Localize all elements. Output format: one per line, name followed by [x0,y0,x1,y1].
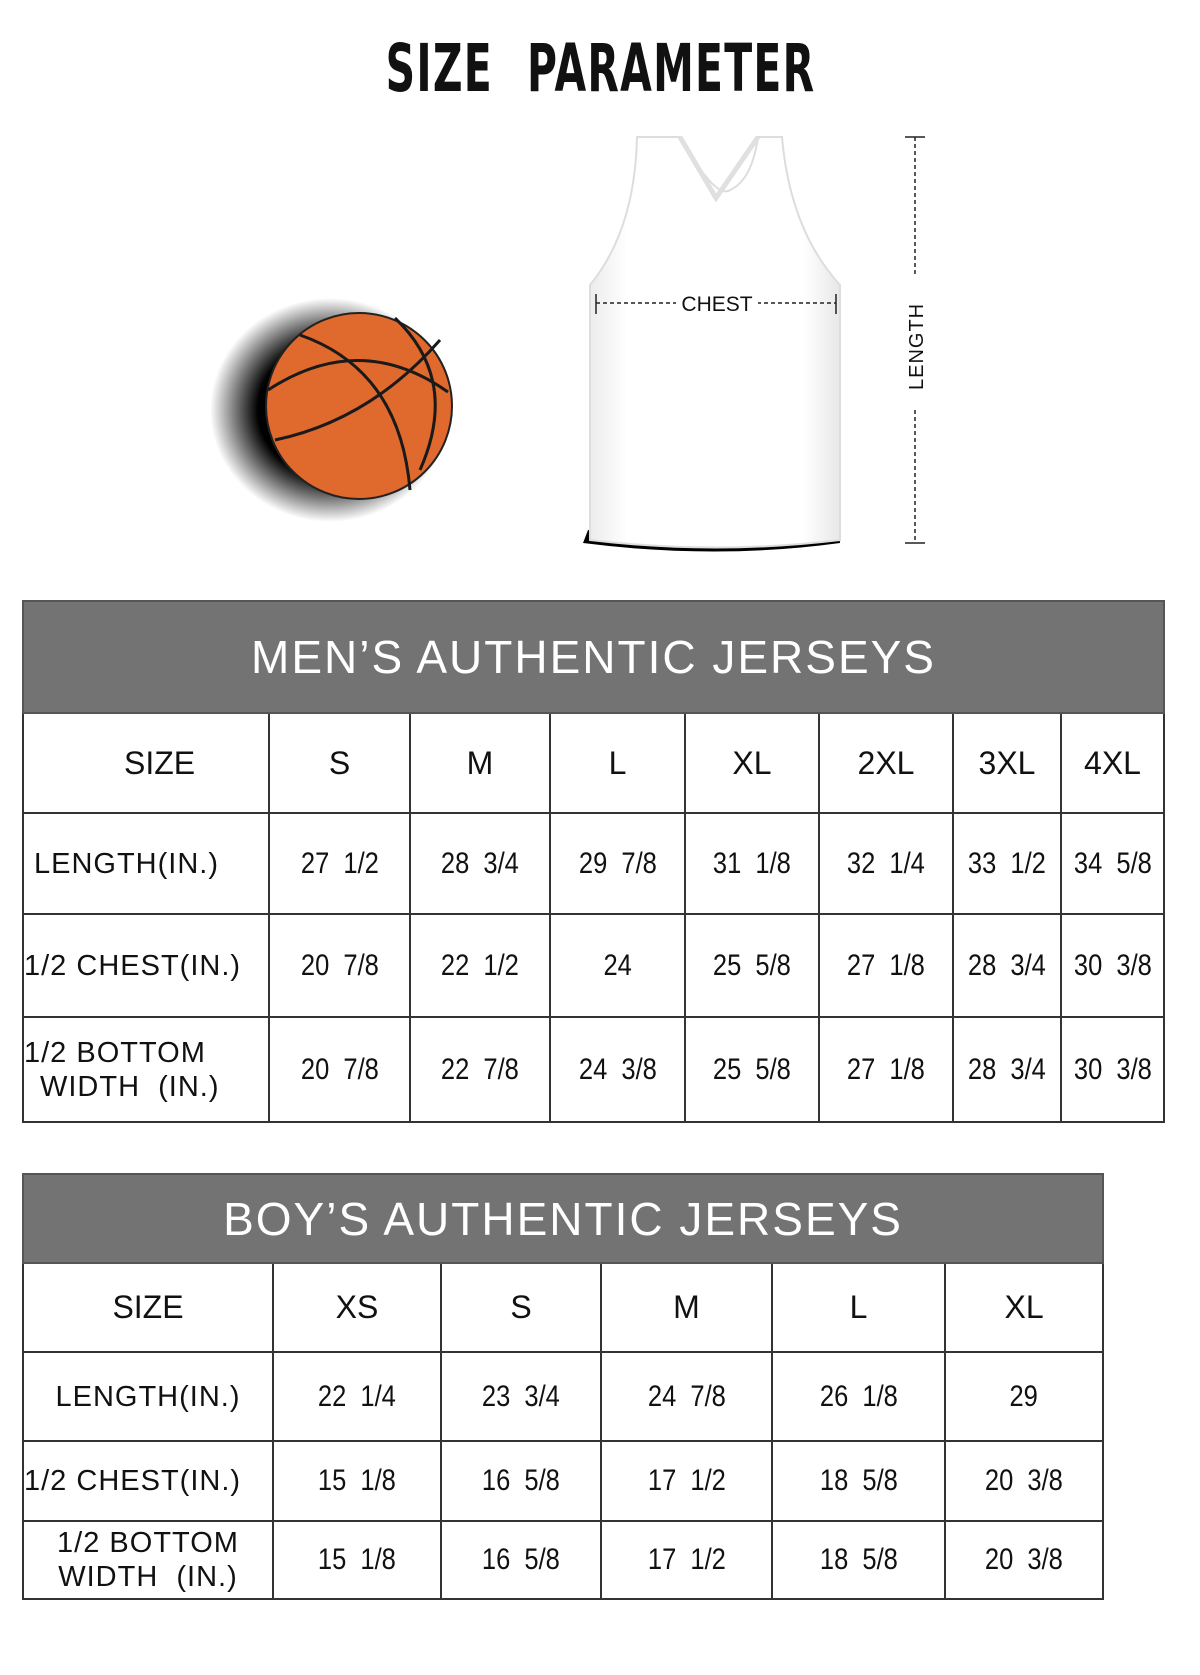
chest-label: CHEST [681,293,752,316]
cell: 23 3/4 [440,1351,602,1442]
table-row: LENGTH(IN.) 22 1/4 23 3/4 24 7/8 26 1/8 … [22,1351,1105,1442]
cell: 27 1/8 [818,1016,954,1123]
cell: 20 3/8 [943,1520,1105,1600]
size-header: M [600,1262,773,1353]
cell: 28 3/4 [409,812,551,915]
size-header: XL [684,712,820,814]
cell: 29 7/8 [549,812,686,915]
size-header: XS [272,1262,442,1353]
size-header: S [440,1262,602,1353]
cell: 27 1/8 [818,913,954,1018]
mens-size-table: MEN’S AUTHENTIC JERSEYS SIZE S M L XL 2X… [22,600,1165,1123]
cell: 29 [943,1351,1105,1442]
table-row: 1/2 BOTTOM WIDTH (IN.) 15 1/8 16 5/8 17 1… [22,1520,1105,1600]
cell: 17 1/2 [600,1440,773,1522]
cell: 16 5/8 [440,1440,602,1522]
cell: 24 7/8 [600,1351,773,1442]
row-label: 1/2 CHEST(IN.) [22,1440,274,1522]
mens-table-title: MEN’S AUTHENTIC JERSEYS [22,600,1165,714]
illustration: CHEST LENGTH [210,135,928,552]
cell: 22 1/2 [409,913,551,1018]
size-header: L [549,712,686,814]
cell: 17 1/2 [600,1520,773,1600]
cell: 28 3/4 [952,913,1062,1018]
boys-size-table: BOY’S AUTHENTIC JERSEYS SIZE XS S M L XL… [21,1173,1105,1600]
cell: 34 5/8 [1060,812,1165,915]
cell: 25 5/8 [684,913,820,1018]
cell: 27 1/2 [268,812,411,915]
table-row: 1/2 CHEST(IN.) 20 7/8 22 1/2 24 25 5/8 2… [22,913,1165,1018]
row-label: LENGTH(IN.) [22,1351,274,1442]
size-label: SIZE [22,712,270,814]
cell: 22 1/4 [272,1351,442,1442]
cell: 25 5/8 [684,1016,820,1123]
table-row: SIZE S M L XL 2XL 3XL 4XL [22,712,1165,814]
size-header: 3XL [952,712,1062,814]
cell: 32 1/4 [818,812,954,915]
basketball-icon [210,298,453,522]
cell: 33 1/2 [952,812,1062,915]
size-header: S [268,712,411,814]
jersey-illustration: CHEST [583,135,841,552]
cell: 31 1/8 [684,812,820,915]
size-header: M [409,712,551,814]
size-header: XL [943,1262,1105,1353]
page-title: SIZE PARAMETER [385,30,815,107]
table-row: 1/2 BOTTOM WIDTH (IN.) 20 7/8 22 7/8 24 3… [22,1016,1165,1123]
boys-table-title: BOY’S AUTHENTIC JERSEYS [21,1173,1105,1264]
cell: 28 3/4 [952,1016,1062,1123]
cell: 24 3/8 [549,1016,686,1123]
row-label: 1/2 BOTTOM WIDTH (IN.) [22,1520,274,1600]
cell: 30 3/8 [1060,1016,1165,1123]
cell: 26 1/8 [771,1351,946,1442]
cell: 22 7/8 [409,1016,551,1123]
size-header: 2XL [818,712,954,814]
size-label: SIZE [22,1262,274,1353]
row-label: 1/2 CHEST(IN.) [22,913,270,1018]
cell: 15 1/8 [272,1440,442,1522]
row-label: 1/2 BOTTOM WIDTH (IN.) [22,1016,270,1123]
table-row: LENGTH(IN.) 27 1/2 28 3/4 29 7/8 31 1/8 … [22,812,1165,915]
size-header: 4XL [1060,712,1165,814]
cell: 18 5/8 [771,1440,946,1522]
table-row: 1/2 CHEST(IN.) 15 1/8 16 5/8 17 1/2 18 5… [22,1440,1105,1522]
cell: 20 3/8 [943,1440,1105,1522]
size-header: L [771,1262,946,1353]
cell: 20 7/8 [268,1016,411,1123]
cell: 18 5/8 [771,1520,946,1600]
cell: 24 [549,913,686,1018]
cell: 20 7/8 [268,913,411,1018]
cell: 16 5/8 [440,1520,602,1600]
table-row: SIZE XS S M L XL [22,1262,1105,1353]
row-label: LENGTH(IN.) [22,812,270,915]
length-label: LENGTH [906,303,928,390]
cell: 15 1/8 [272,1520,442,1600]
length-marker: LENGTH [905,136,928,544]
cell: 30 3/8 [1060,913,1165,1018]
